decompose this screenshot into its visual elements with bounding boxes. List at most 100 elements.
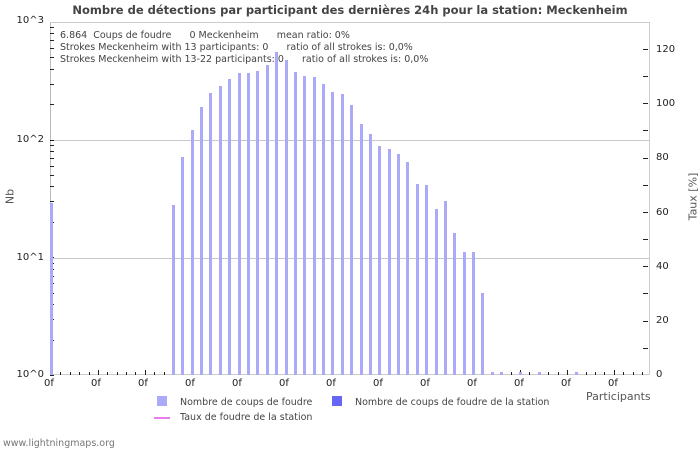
y-tick-label: 10^2 bbox=[16, 134, 44, 145]
x-tick bbox=[60, 372, 62, 375]
x-tick bbox=[69, 372, 71, 375]
x-tick bbox=[135, 372, 137, 375]
right-tick bbox=[643, 293, 648, 294]
x-tick bbox=[88, 372, 90, 375]
x-axis-title: Participants bbox=[586, 390, 651, 403]
right-tick bbox=[643, 103, 648, 104]
bar bbox=[228, 79, 232, 375]
x-tick bbox=[595, 372, 597, 375]
y-tick bbox=[50, 57, 54, 58]
x-tick bbox=[632, 372, 634, 375]
y-tick bbox=[50, 27, 54, 28]
x-tick-label: 0f bbox=[91, 378, 101, 389]
x-tick bbox=[641, 372, 643, 375]
right-tick-label: 80 bbox=[656, 152, 669, 163]
x-tick bbox=[510, 372, 512, 375]
x-tick-label: 0f bbox=[138, 378, 148, 389]
y-tick-label: 10^3 bbox=[16, 15, 44, 26]
y-tick bbox=[50, 69, 54, 70]
right-tick-label: 120 bbox=[656, 44, 676, 55]
plot-area bbox=[50, 22, 650, 375]
bar bbox=[246, 73, 250, 375]
y-tick bbox=[50, 186, 54, 187]
bar bbox=[368, 133, 372, 375]
y-tick bbox=[50, 151, 54, 152]
bar bbox=[200, 107, 204, 375]
x-tick bbox=[116, 372, 118, 375]
bar bbox=[359, 123, 363, 375]
x-tick bbox=[107, 372, 109, 375]
right-axis-title: Taux [%] bbox=[686, 172, 700, 221]
bar bbox=[284, 60, 288, 375]
y-axis-title: Nb bbox=[3, 188, 17, 205]
y-tick bbox=[50, 175, 54, 176]
x-tick bbox=[79, 372, 81, 375]
y-tick bbox=[50, 33, 54, 34]
y-tick bbox=[50, 158, 54, 159]
bar bbox=[415, 183, 419, 375]
right-tick-label: 60 bbox=[656, 207, 669, 218]
y-tick bbox=[50, 40, 54, 41]
x-tick bbox=[566, 370, 568, 375]
y-tick bbox=[50, 201, 54, 202]
bar bbox=[537, 372, 541, 375]
x-tick-label: 0f bbox=[514, 378, 524, 389]
y-tick-label: 10^1 bbox=[16, 252, 44, 263]
bar bbox=[275, 52, 279, 375]
legend-line-station-rate bbox=[154, 417, 170, 419]
right-tick bbox=[643, 348, 648, 349]
chart-title: Nombre de détections par participant des… bbox=[72, 3, 628, 17]
bar bbox=[50, 202, 53, 375]
x-tick-label: 0f bbox=[44, 378, 54, 389]
y-tick bbox=[50, 104, 54, 105]
bar bbox=[481, 292, 485, 375]
bar bbox=[265, 65, 269, 375]
x-tick bbox=[548, 372, 550, 375]
y-tick bbox=[50, 166, 54, 167]
bar bbox=[490, 372, 494, 375]
y-tick bbox=[50, 140, 54, 141]
bar bbox=[331, 92, 335, 375]
bar bbox=[190, 130, 194, 375]
bar bbox=[443, 201, 447, 375]
x-tick-label: 0f bbox=[326, 378, 336, 389]
legend-swatch-strokes bbox=[157, 396, 167, 406]
y-tick bbox=[50, 375, 54, 376]
legend-swatch-station-strokes bbox=[332, 396, 342, 406]
x-tick bbox=[97, 370, 99, 375]
bar bbox=[171, 204, 175, 375]
right-tick bbox=[643, 212, 648, 213]
y-tick-label: 10^0 bbox=[16, 369, 44, 380]
x-tick bbox=[144, 370, 146, 375]
right-tick bbox=[643, 158, 648, 159]
info-line-3: Strokes Meckenheim with 13-22 participan… bbox=[60, 54, 429, 65]
right-tick-label: 40 bbox=[656, 261, 669, 272]
bar bbox=[462, 252, 466, 375]
right-tick bbox=[643, 185, 648, 186]
x-tick bbox=[126, 372, 128, 375]
y-tick bbox=[50, 145, 54, 146]
gridline-10-2 bbox=[50, 140, 650, 141]
x-tick-label: 0f bbox=[232, 378, 242, 389]
gridline-10-1 bbox=[50, 258, 650, 259]
bar bbox=[350, 105, 354, 375]
x-tick bbox=[613, 370, 615, 375]
bar bbox=[425, 185, 429, 375]
right-tick bbox=[643, 266, 648, 267]
x-tick-label: 0f bbox=[561, 378, 571, 389]
bar bbox=[500, 372, 504, 375]
bar bbox=[453, 233, 457, 375]
legend-label-station-rate: Taux de foudre de la station bbox=[180, 412, 313, 423]
bar bbox=[237, 73, 241, 375]
bar bbox=[312, 77, 316, 375]
bar bbox=[303, 76, 307, 375]
right-tick bbox=[643, 239, 648, 240]
bar bbox=[434, 208, 438, 375]
bar bbox=[519, 372, 522, 375]
bar bbox=[322, 84, 326, 375]
x-tick bbox=[604, 372, 606, 375]
footer-link[interactable]: www.lightningmaps.org bbox=[3, 438, 115, 449]
x-tick-label: 0f bbox=[608, 378, 618, 389]
x-tick-label: 0f bbox=[373, 378, 383, 389]
bar bbox=[340, 94, 344, 375]
